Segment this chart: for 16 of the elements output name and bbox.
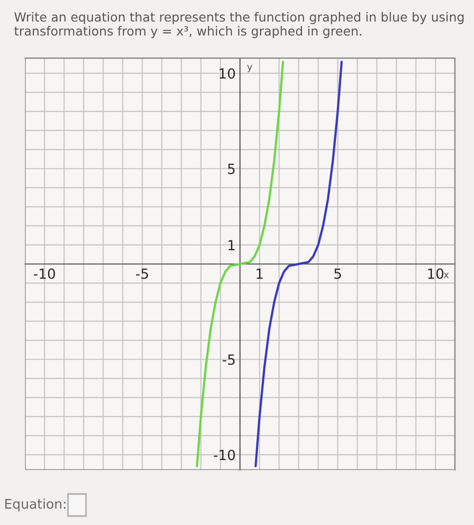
y-tick-label: -5 (222, 354, 235, 365)
line-series (196, 60, 284, 468)
x-tick-label: 5 (334, 268, 341, 279)
x-tick-label: 1 (256, 268, 263, 279)
x-tick-label: -5 (136, 268, 148, 279)
x-tick-label: -10 (34, 268, 55, 279)
y-tick-label: 1 (228, 240, 235, 250)
y-axis-title: y (247, 64, 252, 72)
text: Equation: (5, 498, 66, 512)
y-tick-label: 10 (220, 68, 235, 79)
y-tick-label: -10 (214, 450, 235, 460)
y-tick-label: 5 (228, 164, 235, 174)
chart-title: Write an equation that represents the function graphed in blue by using transformations from y = x³, which is graphed in green. (14, 12, 464, 38)
x-tick-label: 10 (428, 268, 444, 279)
x-axis-title: x (444, 272, 449, 278)
line-series (254, 60, 343, 468)
